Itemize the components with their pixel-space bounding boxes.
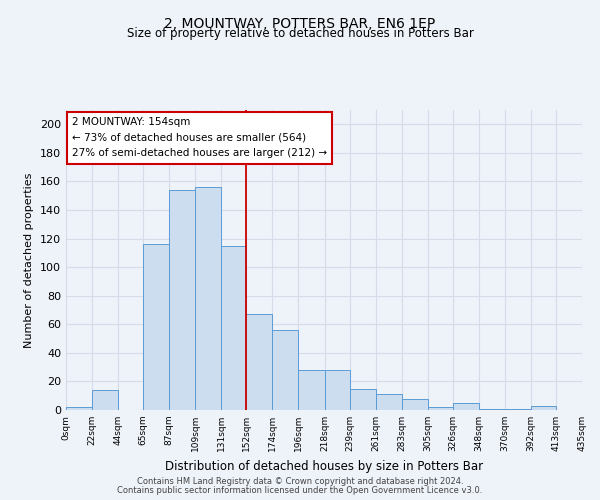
Bar (169, 190, 195, 410)
Bar (143, 244, 169, 410)
Text: Size of property relative to detached houses in Potters Bar: Size of property relative to detached ho… (127, 28, 473, 40)
Bar (531, 406, 556, 410)
Bar (505, 408, 531, 410)
Y-axis label: Number of detached properties: Number of detached properties (25, 172, 34, 348)
X-axis label: Distribution of detached houses by size in Potters Bar: Distribution of detached houses by size … (165, 460, 483, 472)
Text: Contains public sector information licensed under the Open Government Licence v3: Contains public sector information licen… (118, 486, 482, 495)
Bar (221, 246, 247, 410)
Bar (298, 370, 325, 410)
Text: Contains HM Land Registry data © Crown copyright and database right 2024.: Contains HM Land Registry data © Crown c… (137, 478, 463, 486)
Bar (92, 390, 118, 410)
Text: 2, MOUNTWAY, POTTERS BAR, EN6 1EP: 2, MOUNTWAY, POTTERS BAR, EN6 1EP (164, 18, 436, 32)
Bar (195, 187, 221, 410)
Bar (272, 330, 298, 410)
Bar (66, 407, 92, 410)
Text: 2 MOUNTWAY: 154sqm
← 73% of detached houses are smaller (564)
27% of semi-detach: 2 MOUNTWAY: 154sqm ← 73% of detached hou… (72, 117, 327, 158)
Bar (376, 394, 401, 410)
Bar (453, 403, 479, 410)
Bar (247, 314, 272, 410)
Bar (325, 370, 350, 410)
Bar (350, 388, 376, 410)
Bar (401, 398, 428, 410)
Bar (428, 407, 453, 410)
Bar (479, 408, 505, 410)
